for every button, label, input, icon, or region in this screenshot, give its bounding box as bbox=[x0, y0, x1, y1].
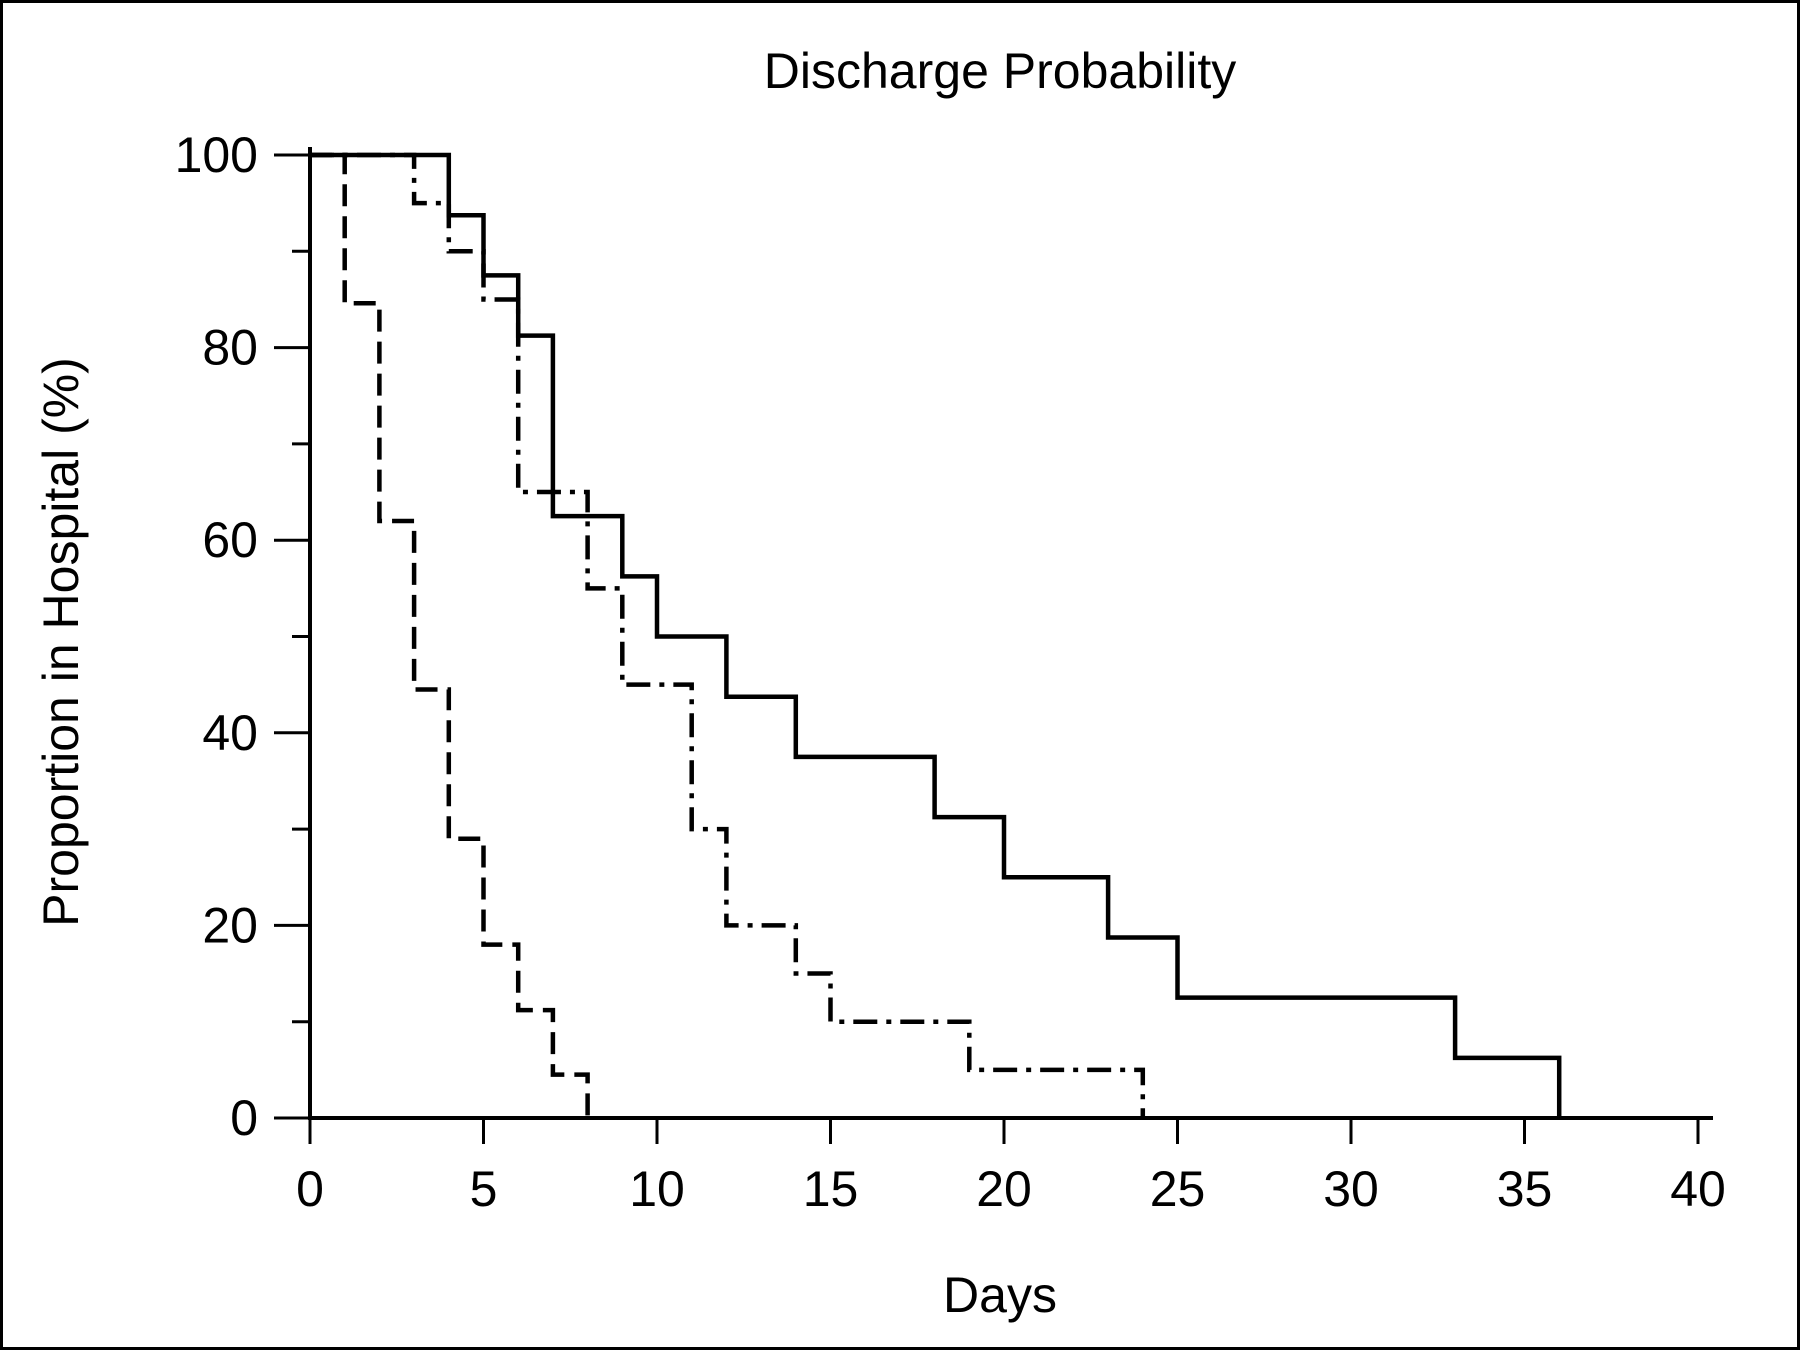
axes: 0 5 10 15 20 25 30 35 40 0 20 40 60 80 100 bbox=[175, 127, 1726, 1217]
chart-title: Discharge Probability bbox=[764, 43, 1236, 99]
y-tick-label: 0 bbox=[230, 1090, 258, 1146]
series-group bbox=[310, 152, 1562, 1118]
y-axis-title: Proportion in Hospital (%) bbox=[33, 357, 89, 927]
x-tick-label: 15 bbox=[803, 1161, 859, 1217]
y-tick-label: 80 bbox=[202, 320, 258, 376]
y-tick-label: 40 bbox=[202, 705, 258, 761]
x-tick-label: 30 bbox=[1323, 1161, 1379, 1217]
x-tick-label: 10 bbox=[629, 1161, 685, 1217]
y-tick-label: 100 bbox=[175, 127, 258, 183]
x-tick-label: 35 bbox=[1497, 1161, 1553, 1217]
x-axis-title: Days bbox=[943, 1267, 1057, 1323]
series-line-dash-dot bbox=[310, 152, 1146, 1118]
y-tick-label: 60 bbox=[202, 512, 258, 568]
series-line-solid bbox=[310, 152, 1562, 1118]
x-tick-label: 5 bbox=[470, 1161, 498, 1217]
series-line-dashed bbox=[310, 152, 590, 1118]
x-tick-label: 25 bbox=[1150, 1161, 1206, 1217]
x-tick-label: 40 bbox=[1670, 1161, 1726, 1217]
x-tick-label: 20 bbox=[976, 1161, 1032, 1217]
y-tick-label: 20 bbox=[202, 897, 258, 953]
x-tick-label: 0 bbox=[296, 1161, 324, 1217]
